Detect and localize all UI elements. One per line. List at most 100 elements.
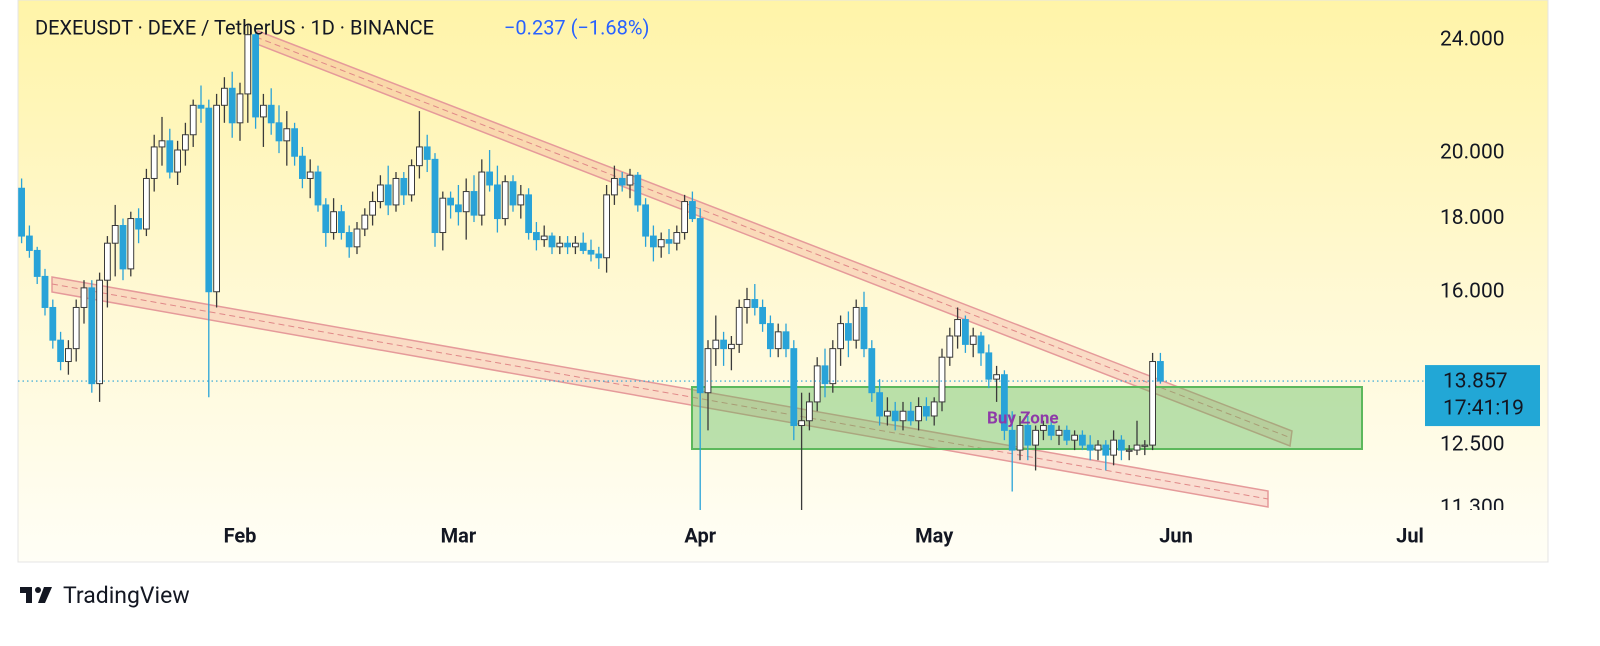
candle-body — [158, 140, 166, 148]
chart-background — [17, 0, 1549, 563]
candle-body — [517, 194, 525, 206]
candle-body — [88, 287, 96, 385]
candle-body — [494, 184, 501, 220]
candle-body — [899, 410, 907, 422]
candle-body — [673, 232, 681, 244]
y-tick-label: 16.000 — [1440, 279, 1505, 303]
candle-body — [938, 356, 946, 403]
candle-body — [533, 232, 540, 241]
candle-body — [416, 146, 423, 167]
y-tick-label: 20.000 — [1440, 141, 1505, 165]
candle-body — [455, 204, 462, 213]
x-tick-label: Jun — [1159, 523, 1193, 547]
lower-trend-midline — [51, 283, 1269, 500]
candle-body — [728, 343, 735, 350]
candle-body — [205, 107, 213, 293]
candle-body — [806, 401, 813, 422]
candle-body — [72, 306, 80, 350]
candle-body — [798, 420, 806, 427]
candle-body — [767, 323, 774, 350]
candle-body — [1094, 444, 1102, 451]
candle-body — [462, 191, 470, 213]
candle-body — [314, 171, 322, 206]
candle-body — [470, 191, 478, 216]
candle-body — [1118, 439, 1125, 451]
candle-body — [18, 187, 26, 237]
candle-body — [884, 410, 891, 417]
candle-body — [338, 211, 345, 234]
candle-body — [236, 93, 244, 124]
candle-body — [143, 177, 150, 230]
candle-body — [1125, 449, 1133, 452]
candle-body — [244, 34, 252, 95]
candle-body — [751, 299, 759, 308]
candle-body — [985, 352, 993, 380]
candle-body — [829, 348, 837, 385]
last-price-label: 13.857 — [1443, 370, 1508, 394]
candle-body — [49, 306, 57, 341]
candle-body — [408, 165, 416, 196]
price-change: −0.237 (−1.68%) — [504, 15, 650, 39]
candle-body — [1071, 434, 1078, 441]
candle-body — [166, 140, 174, 173]
candle-body — [720, 339, 728, 350]
candle-body — [431, 158, 439, 234]
x-tick-label: May — [915, 523, 954, 547]
candle-body — [946, 335, 954, 358]
candle-body — [41, 275, 49, 308]
candle-body — [111, 225, 119, 244]
candle-body — [611, 177, 618, 196]
candle-body — [291, 128, 299, 157]
candle-body — [704, 348, 712, 394]
candle-body — [197, 104, 205, 109]
candle-body — [1040, 425, 1047, 431]
candle-body — [377, 184, 384, 203]
candle-body — [353, 228, 361, 248]
candle-body — [1001, 374, 1008, 431]
candle-body — [525, 194, 533, 234]
candle-body — [392, 177, 400, 206]
candle-body — [439, 197, 447, 234]
x-tick-label: Mar — [441, 523, 477, 547]
candle-body — [509, 181, 517, 206]
candle-body — [1141, 444, 1149, 447]
buy-zone-label: Buy Zone — [987, 408, 1059, 428]
candle-body — [845, 323, 852, 341]
x-tick-label: Feb — [224, 523, 257, 547]
candle-body — [1110, 439, 1117, 456]
candle-body — [689, 201, 696, 220]
candle-body — [57, 339, 65, 363]
candle-body — [26, 235, 33, 251]
candle-body — [548, 235, 556, 248]
candle-body — [634, 174, 642, 206]
tradingview-logo — [20, 587, 52, 603]
candle-body — [306, 171, 314, 179]
candle-body — [1008, 429, 1016, 451]
candle-body — [361, 214, 369, 230]
candle-body — [1079, 434, 1086, 446]
y-tick-label: 12.500 — [1440, 433, 1505, 457]
candle-body — [735, 306, 743, 345]
candle-body — [774, 331, 782, 350]
y-tick-label: 24.000 — [1440, 27, 1505, 51]
chart-title: DEXEUSDT · DEXE / TetherUS · 1D · BINANC… — [35, 15, 434, 39]
candle-body — [603, 194, 611, 259]
candle-body — [852, 306, 860, 341]
candle-body — [954, 319, 962, 337]
candle-body — [221, 87, 228, 106]
candle-body — [579, 242, 587, 251]
candle-body — [681, 201, 689, 234]
candle-body — [969, 335, 977, 345]
candle-body — [1157, 361, 1164, 382]
candle-body — [96, 279, 103, 385]
candle-body — [696, 218, 704, 394]
y-tick-label: 18.000 — [1440, 206, 1505, 230]
candle-body — [127, 218, 135, 270]
candle-body — [595, 253, 603, 259]
candle-body — [400, 177, 408, 196]
candle-body — [478, 171, 486, 216]
candle-body — [962, 319, 969, 345]
candle-body — [587, 249, 595, 255]
candle-body — [1063, 429, 1071, 441]
candle-body — [283, 128, 291, 142]
